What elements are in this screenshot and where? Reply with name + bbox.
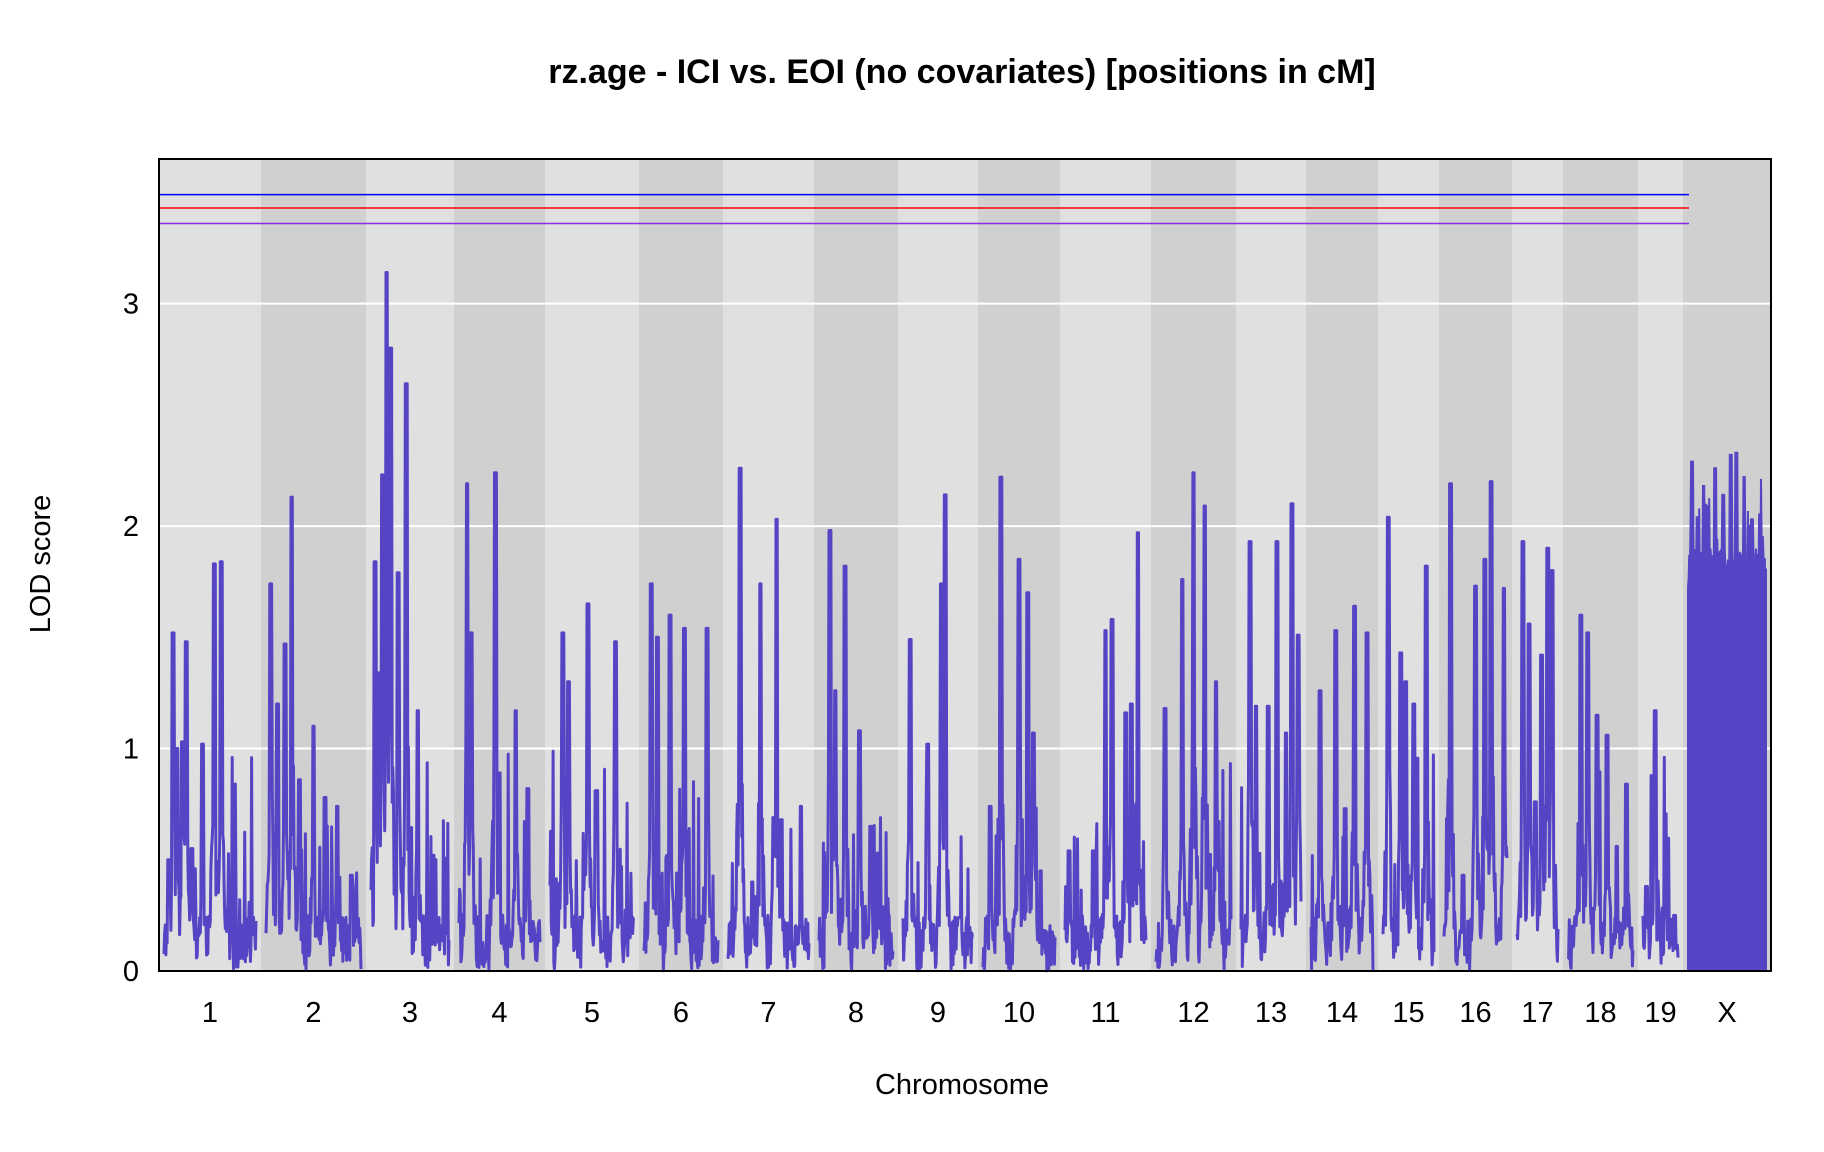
x-tick-label-chr-X: X [1717, 997, 1736, 1029]
x-tick-label-chr-15: 15 [1392, 997, 1424, 1029]
x-tick-label-chr-7: 7 [760, 997, 776, 1029]
band-chr-5 [545, 159, 639, 971]
lod-trace-chr-4 [457, 471, 542, 971]
lod-trace-chr-16 [1442, 480, 1509, 972]
x-tick-label-chr-3: 3 [402, 997, 418, 1029]
y-tick-label: 0 [123, 956, 139, 988]
lod-trace-chr-17 [1515, 540, 1560, 963]
lod-trace-chr-14 [1309, 604, 1375, 972]
lod-trace-chr-15 [1381, 515, 1436, 967]
lod-trace-chr-13 [1239, 502, 1303, 968]
x-tick-label-chr-13: 13 [1255, 997, 1287, 1029]
x-tick-label-chr-5: 5 [584, 997, 600, 1029]
lod-trace-chr-11 [1063, 531, 1148, 971]
lod-trace-chr-7 [726, 466, 811, 970]
lod-trace-chr-8 [817, 529, 895, 973]
y-tick-label: 2 [123, 511, 139, 543]
lod-trace-chr-5 [548, 602, 635, 971]
x-tick-label-chr-12: 12 [1177, 997, 1209, 1029]
x-tick-label-chr-6: 6 [673, 997, 689, 1029]
x-tick-label-chr-8: 8 [848, 997, 864, 1029]
lod-trace-chr-6 [642, 582, 720, 973]
chart-title: rz.age - ICI vs. EOI (no covariates) [po… [548, 53, 1376, 91]
x-tick-label-chr-14: 14 [1326, 997, 1358, 1029]
x-tick-label-chr-10: 10 [1003, 997, 1035, 1029]
y-axis: 0 1 2 3 [123, 289, 139, 988]
band-chr-19 [1638, 159, 1683, 971]
x-tick-label-chr-4: 4 [491, 997, 507, 1029]
lod-trace-chr-1 [162, 560, 258, 971]
x-axis-label: Chromosome [875, 1069, 1049, 1101]
x-tick-label-chr-18: 18 [1584, 997, 1616, 1029]
y-tick-label: 1 [123, 734, 139, 766]
x-tick-label-chr-16: 16 [1459, 997, 1491, 1029]
lod-series [162, 271, 1767, 973]
x-tick-label-chr-17: 17 [1521, 997, 1553, 1029]
lod-trace-chr-12 [1154, 471, 1233, 972]
threshold-lines [159, 193, 1689, 225]
plot-frame [158, 158, 1772, 972]
lod-trace-chr-2 [264, 495, 363, 972]
y-axis-label: LOD score [25, 495, 57, 634]
lod-trace-chr-X [1687, 451, 1767, 972]
x-tick-label-chr-19: 19 [1644, 997, 1676, 1029]
y-tick-label: 3 [123, 289, 139, 321]
lod-trace-chr-19 [1641, 709, 1680, 965]
lod-trace-chr-3 [369, 271, 451, 969]
band-chr-9 [898, 159, 978, 971]
x-tick-label-chr-1: 1 [202, 997, 218, 1029]
lod-trace-chr-10 [981, 475, 1057, 973]
x-tick-label-chr-9: 9 [930, 997, 946, 1029]
x-tick-label-chr-11: 11 [1090, 997, 1120, 1029]
lod-trace-chr-9 [901, 493, 974, 973]
x-tick-label-chr-2: 2 [305, 997, 321, 1029]
x-axis: 1 2 3 4 5 6 7 8 9 10 11 12 13 14 15 16 17 18 19 X [202, 997, 1737, 1029]
lod-trace-chr-18 [1566, 613, 1635, 970]
